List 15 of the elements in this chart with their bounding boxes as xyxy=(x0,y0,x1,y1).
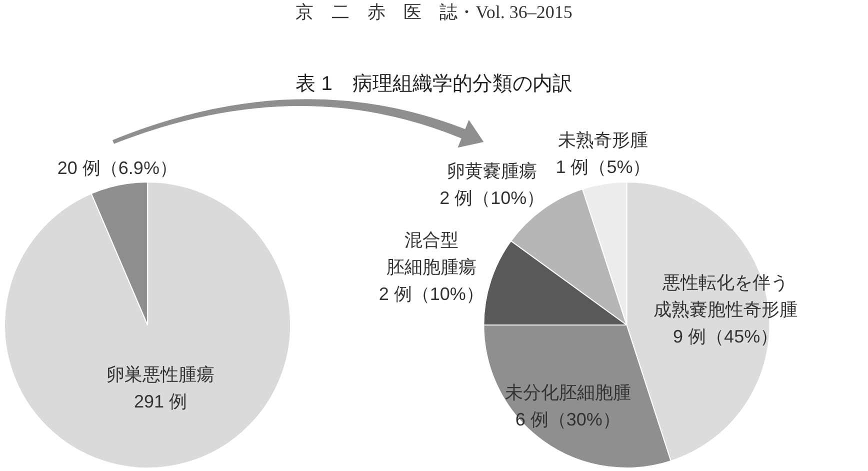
text: 表 1 病理組織学的分類の内訳 xyxy=(296,73,572,95)
data-label: 2 例（10%） xyxy=(440,188,545,208)
data-label: 6 例（30%） xyxy=(515,409,620,430)
slice-label: 未分化胚細胞腫 xyxy=(504,382,631,402)
data-label: 20 例（6.9%） xyxy=(57,158,178,178)
slice-label: 卵黄嚢腫瘍 xyxy=(447,161,538,182)
text: 京 二 赤 医 誌・Vol. 36–2015 xyxy=(296,2,572,22)
data-label: 9 例（45%） xyxy=(673,326,778,346)
slice-label: 卵巣悪性腫瘍 xyxy=(106,364,214,385)
data-label: 291 例 xyxy=(134,392,187,412)
slice-label: 未熟奇形腫 xyxy=(558,130,648,150)
slice-label: 混合型胚細胞腫瘍 xyxy=(386,230,476,278)
data-label: 1 例（5%） xyxy=(556,156,651,177)
slice-label: 悪性転化を伴う成熟嚢胞性奇形腫 xyxy=(654,272,798,320)
data-label: 2 例（10%） xyxy=(378,284,484,304)
